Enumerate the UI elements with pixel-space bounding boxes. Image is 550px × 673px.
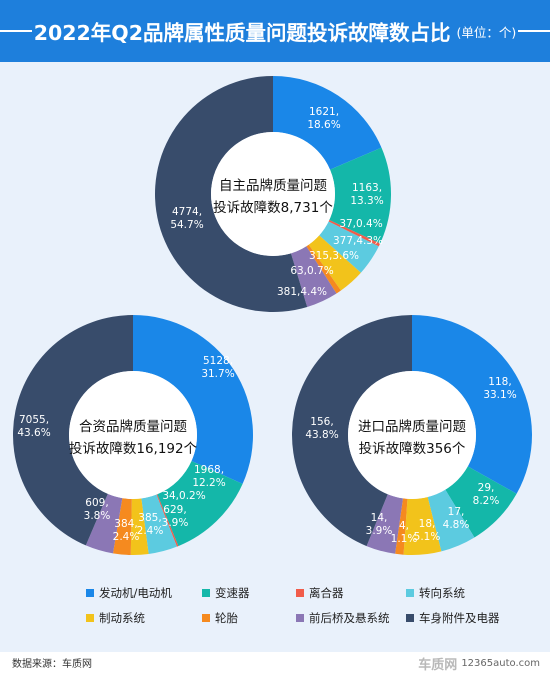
brand-url[interactable]: 12365auto.com [461, 658, 540, 669]
data-label-import-tire: 4, 1.1% [391, 520, 418, 545]
slice-import-engine [412, 315, 532, 494]
legend-item-clutch: 离合器 [296, 584, 344, 602]
slice-domestic-clutch [328, 219, 381, 247]
legend-swatch-engine [86, 589, 94, 597]
slice-domestic-steering [319, 221, 379, 273]
data-label-joint-brake: 385, 2.4% [137, 512, 164, 537]
legend-label-tire: 轮胎 [215, 611, 238, 625]
brand: 车质网 12365auto.com [418, 654, 540, 673]
chart-unit: (单位：个) [456, 24, 517, 40]
legend-item-tire: 轮胎 [202, 609, 238, 627]
data-label-domestic-brake: 315,3.6% [309, 250, 359, 262]
data-label-import-body: 156, 43.8% [305, 416, 338, 441]
donut-center-title-joint: 投诉故障数16,192个 [69, 441, 198, 457]
slice-joint-tire [112, 498, 132, 555]
legend-label-brake: 制动系统 [99, 611, 145, 625]
data-label-domestic-suspension: 381,4.4% [277, 286, 327, 298]
brand-logo: 车质网 [418, 658, 458, 673]
donut-hole-import [348, 371, 476, 499]
slice-domestic-engine [273, 76, 382, 170]
chart-title-text: 2022年Q2品牌属性质量问题投诉故障数占比 [33, 21, 451, 45]
header-bar [0, 0, 550, 62]
donut-center-title-joint: 合资品牌质量问题 [79, 418, 187, 435]
legend-swatch-body [406, 614, 414, 622]
donut-hole-domestic [211, 132, 335, 256]
data-label-domestic-body: 4774, 54.7% [170, 206, 203, 231]
chart-title: 2022年Q2品牌属性质量问题投诉故障数占比 (单位：个) [0, 0, 550, 62]
data-label-joint-transmission: 1968, 12.2% [192, 464, 225, 489]
legend-label-engine: 发动机/电动机 [99, 586, 172, 600]
donut-center-title-import: 进口品牌质量问题 [358, 418, 466, 435]
slice-domestic-tire [306, 244, 341, 294]
data-label-joint-steering: 629, 3.9% [162, 504, 189, 529]
slice-import-brake [403, 497, 442, 555]
legend-swatch-clutch [296, 589, 304, 597]
slice-domestic-body [154, 76, 308, 312]
slice-import-transmission [445, 466, 517, 538]
data-label-import-brake: 18, 5.1% [414, 518, 441, 543]
legend-item-steering: 转向系统 [406, 584, 465, 602]
donut-center-title-domestic: 自主品牌质量问题 [219, 177, 327, 194]
legend-item-brake: 制动系统 [86, 609, 145, 627]
data-label-domestic-clutch: 37,0.4% [339, 218, 382, 230]
slice-joint-engine [133, 315, 254, 484]
data-label-joint-suspension: 609, 3.8% [84, 497, 111, 522]
donut-center-title-import: 投诉故障数356个 [359, 441, 466, 457]
legend-swatch-transmission [202, 589, 210, 597]
slice-import-steering [427, 489, 475, 552]
slice-joint-clutch [156, 494, 179, 547]
legend-swatch-steering [406, 589, 414, 597]
legend-swatch-tire [202, 614, 210, 622]
slice-joint-transmission [157, 461, 243, 547]
data-label-domestic-transmission: 1163, 13.3% [350, 182, 383, 207]
slice-domestic-suspension [290, 246, 337, 307]
legend-swatch-brake [86, 614, 94, 622]
footer: 数据来源：车质网 车质网 12365auto.com [0, 652, 550, 673]
header-line-left [0, 30, 32, 32]
legend-item-transmission: 变速器 [202, 584, 250, 602]
donut-center-title-domestic: 投诉故障数8,731个 [213, 200, 333, 216]
data-label-import-steering: 17, 4.8% [443, 506, 470, 531]
slice-domestic-transmission [329, 147, 391, 244]
legend-label-steering: 转向系统 [419, 586, 465, 600]
data-label-joint-body: 7055, 43.6% [17, 414, 50, 439]
slice-joint-steering [141, 494, 177, 554]
legend-item-body: 车身附件及电器 [406, 609, 500, 627]
data-source: 数据来源：车质网 [12, 659, 92, 670]
slice-joint-suspension [85, 493, 123, 554]
donut-hole-joint [69, 371, 197, 499]
slice-import-suspension [366, 494, 403, 554]
header-line-right [518, 30, 550, 32]
data-label-joint-clutch: 34,0.2% [162, 490, 205, 502]
slice-import-tire [395, 498, 408, 555]
legend-item-engine: 发动机/电动机 [86, 584, 172, 602]
slice-joint-brake [130, 498, 149, 555]
legend-label-transmission: 变速器 [215, 586, 250, 600]
data-label-import-engine: 118, 33.1% [483, 376, 516, 401]
data-label-domestic-engine: 1621, 18.6% [307, 106, 340, 131]
data-label-domestic-tire: 63,0.7% [290, 265, 333, 277]
legend-swatch-suspension [296, 614, 304, 622]
legend-item-suspension: 前后桥及悬系统 [296, 609, 390, 627]
data-label-joint-tire: 384, 2.4% [113, 518, 140, 543]
slice-import-body [292, 315, 412, 547]
data-label-joint-engine: 5128, 31.7% [201, 355, 234, 380]
data-label-import-transmission: 29, 8.2% [473, 482, 500, 507]
legend-label-body: 车身附件及电器 [419, 611, 500, 625]
slice-domestic-brake [308, 235, 361, 291]
data-label-import-suspension: 14, 3.9% [366, 512, 393, 537]
slice-joint-body [12, 315, 134, 546]
data-label-domestic-steering: 377,4.3% [333, 235, 383, 247]
legend: 发动机/电动机 变速器 离合器 转向系统 制动系统 轮胎 前后桥及悬系统 车身附… [86, 584, 526, 628]
legend-label-clutch: 离合器 [309, 586, 344, 600]
legend-label-suspension: 前后桥及悬系统 [309, 611, 390, 625]
